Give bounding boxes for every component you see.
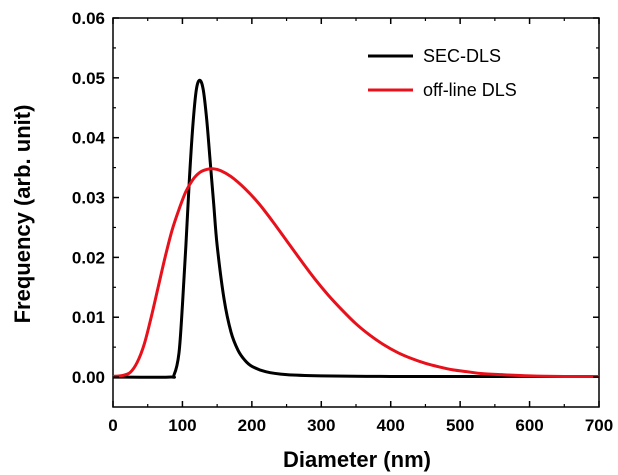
x-tick-label: 100 [168, 416, 196, 435]
x-tick-label: 0 [108, 416, 117, 435]
y-axis-title: Frequency (arb. unit) [10, 105, 35, 324]
ticks-layer: 0 100 200 300 400 500 600 700 0.00 0.01 0.02 0.03 0.… [72, 9, 613, 435]
plot-frame [112, 17, 600, 408]
x-tick-label: 700 [585, 416, 613, 435]
x-tick-label: 300 [307, 416, 335, 435]
series-layer [112, 78, 600, 379]
x-tick-label: 200 [238, 416, 266, 435]
x-tick-label: 500 [446, 416, 474, 435]
y-tick-label: 0.03 [72, 189, 105, 208]
y-tick-label: 0.02 [72, 248, 105, 267]
y-tick-label: 0.05 [72, 69, 105, 88]
y-tick-label: 0.04 [72, 129, 106, 148]
x-tick-label: 400 [377, 416, 405, 435]
y-tick-label: 0.01 [72, 308, 105, 327]
y-tick-label: 0.00 [72, 368, 105, 387]
plot-area-border [112, 17, 600, 408]
x-tick-label: 600 [515, 416, 543, 435]
series-line-sec-dls [112, 78, 599, 379]
series-line-off-line-dls [112, 167, 600, 379]
legend-label-off-line-dls: off-line DLS [423, 80, 517, 100]
legend: SEC-DLS off-line DLS [368, 46, 517, 100]
x-axis-title: Diameter (nm) [283, 447, 431, 472]
y-tick-label: 0.06 [72, 9, 105, 28]
legend-label-sec-dls: SEC-DLS [423, 46, 501, 66]
